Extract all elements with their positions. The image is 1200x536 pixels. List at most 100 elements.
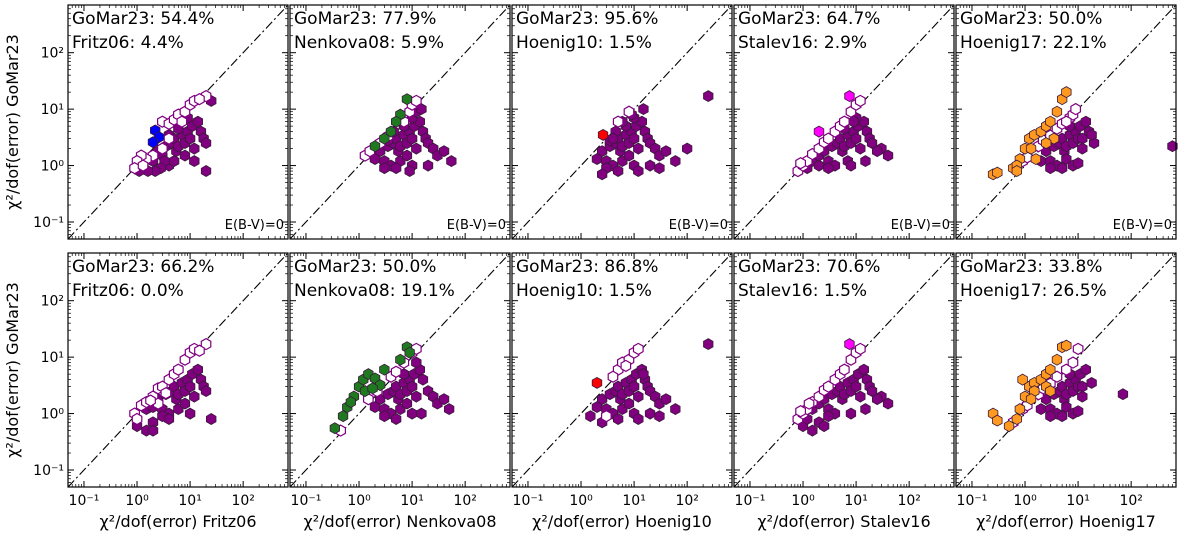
hex-point-model-better xyxy=(1025,142,1037,155)
hex-point-model-better xyxy=(1011,413,1022,425)
hex-point-gomar-better xyxy=(379,410,390,423)
x-axis-label: χ²/dof(error) Hoenig17 xyxy=(976,512,1156,531)
hex-point-gomar-better xyxy=(163,413,175,425)
ebv-note: E(B-V)=0 xyxy=(447,218,506,233)
hex-point-model-better xyxy=(379,363,390,376)
hex-point-gomar-better xyxy=(1057,162,1068,175)
hex-point-gomar-better xyxy=(192,115,204,128)
hex-point-similar xyxy=(194,93,205,106)
hex-point-gomar-better xyxy=(1045,162,1056,175)
hex-point-gomar-better xyxy=(660,393,672,406)
panel-frame xyxy=(733,4,955,240)
hex-point-gomar-better xyxy=(406,380,418,393)
hex-point-gomar-better xyxy=(633,165,644,177)
hex-point-gomar-better xyxy=(189,155,200,168)
hex-point-similar xyxy=(1067,356,1079,369)
hex-point-gomar-better xyxy=(638,103,649,116)
hex-point-gomar-better xyxy=(628,132,640,145)
panel-hoenig17-r1: 10⁻¹ 10⁰ 10¹ 10² χ²/dof(error) Hoenig17 GoMar… xyxy=(955,252,1177,531)
hex-point-similar xyxy=(194,344,205,357)
hex-point-gomar-better xyxy=(845,407,857,420)
hex-point-similar xyxy=(173,363,184,376)
hex-point-gomar-better xyxy=(623,149,635,162)
hex-point-gomar-better xyxy=(1077,380,1088,393)
hex-point-gomar-better xyxy=(819,420,830,433)
hex-point-model-better xyxy=(329,422,341,435)
hex-point-model-better xyxy=(147,136,159,149)
ebv-note: E(B-V)=0 xyxy=(891,218,950,233)
hex-point-similar xyxy=(160,387,172,400)
y-tick-label: 10² xyxy=(41,294,64,310)
x-axis-label: χ²/dof(error) Fritz06 xyxy=(99,512,256,531)
hex-point-gomar-better xyxy=(644,407,656,420)
hex-point-model-better xyxy=(337,410,349,423)
x-tick-label: 10⁰ xyxy=(791,493,815,509)
panel-frame xyxy=(733,252,955,488)
hex-point-model-better xyxy=(1051,353,1063,366)
hex-point-model-better xyxy=(1051,105,1063,118)
y-axis-label-bottom: χ²/dof(error) GoMar23 xyxy=(3,282,22,458)
hex-point-gomar-better xyxy=(147,424,159,437)
x-tick-label: 10² xyxy=(453,493,476,509)
hex-point-gomar-better xyxy=(1117,388,1129,401)
hex-point-gomar-better xyxy=(597,168,608,181)
hex-point-gomar-better xyxy=(1086,376,1097,389)
x-tick-label: 10² xyxy=(1119,493,1142,509)
hex-point-gomar-better xyxy=(189,390,200,403)
panel-hoenig10-r1: 10⁻¹ 10⁰ 10¹ 10² χ²/dof(error) Hoenig10 GoMar… xyxy=(511,252,733,531)
hex-point-model-better xyxy=(404,346,415,359)
hex-point-gomar-better xyxy=(860,155,871,168)
hex-point-similar xyxy=(200,337,212,351)
hex-point-gomar-better xyxy=(823,410,834,423)
panel-frame xyxy=(289,252,511,488)
panel-frame xyxy=(511,252,733,488)
x-tick-label: 10¹ xyxy=(622,493,645,509)
hex-point-similar xyxy=(131,412,143,426)
hex-point-gomar-better xyxy=(855,390,866,403)
hex-point-gomar-better xyxy=(848,115,859,128)
x-tick-label: 10⁰ xyxy=(1013,493,1037,509)
x-axis-label: χ²/dof(error) Nenkova08 xyxy=(304,512,497,531)
hex-point-similar xyxy=(157,142,168,155)
stat-model: Nenkova08: 19.1% xyxy=(294,281,455,301)
hex-point-similar xyxy=(838,363,850,376)
hex-point-similar xyxy=(145,394,156,407)
hex-point-similar xyxy=(854,94,866,108)
panel-frame xyxy=(955,4,1177,240)
hex-point-gomar-better xyxy=(417,373,429,386)
hex-point-gomar-better xyxy=(813,159,825,172)
hex-point-model-better xyxy=(345,396,357,409)
panel-nenkova08-r1: 10⁻¹ 10⁰ 10¹ 10² χ²/dof(error) Nenkova08 GoMa… xyxy=(289,252,511,531)
hex-point-similar xyxy=(390,365,402,378)
hex-point-model-better xyxy=(369,140,381,153)
hex-point-gomar-better xyxy=(179,397,191,410)
hex-point-gomar-better xyxy=(416,407,427,420)
hex-point-model-better xyxy=(385,125,397,138)
hex-point-model-better xyxy=(379,132,390,145)
panel-frame xyxy=(511,4,733,240)
hex-point-gomar-better xyxy=(1035,403,1047,416)
stat-gomar: GoMar23: 50.0% xyxy=(960,9,1102,29)
hex-point-gomar-better xyxy=(1045,410,1056,423)
hex-point-gomar-better xyxy=(1077,142,1088,155)
hex-point-similar xyxy=(838,115,850,128)
hex-point-model-better xyxy=(1017,373,1028,386)
hex-point-gomar-better xyxy=(184,407,196,420)
panel-frame xyxy=(289,4,511,240)
x-tick-label: 10² xyxy=(231,493,254,509)
hex-point-gomar-better xyxy=(443,403,455,416)
hex-point-similar xyxy=(623,105,635,118)
panel-nenkova08-r0: GoMar23: 77.9% Nenkova08: 5.9% E(B-V)=0 xyxy=(289,4,511,240)
hex-point-gomar-better xyxy=(404,165,415,177)
ebv-note: E(B-V)=0 xyxy=(1113,218,1172,233)
hex-point-similar xyxy=(854,342,866,356)
panel-stalev16-r0: GoMar23: 64.7% Stalev16: 2.9% E(B-V)=0 xyxy=(733,4,955,240)
hex-point-gomar-better xyxy=(189,142,200,155)
panel-stalev16-r1: 10⁻¹ 10⁰ 10¹ 10² χ²/dof(error) Stalev16 GoMar… xyxy=(733,252,955,531)
hex-point-gomar-better xyxy=(406,132,418,145)
hex-point-gomar-better xyxy=(703,90,714,103)
hex-point-gomar-better xyxy=(200,137,212,150)
hex-point-gomar-better xyxy=(823,162,834,175)
panel-hoenig17-r0: GoMar23: 50.0% Hoenig17: 22.1% E(B-V)=0 xyxy=(955,4,1178,240)
x-tick-label: 10¹ xyxy=(178,493,201,509)
